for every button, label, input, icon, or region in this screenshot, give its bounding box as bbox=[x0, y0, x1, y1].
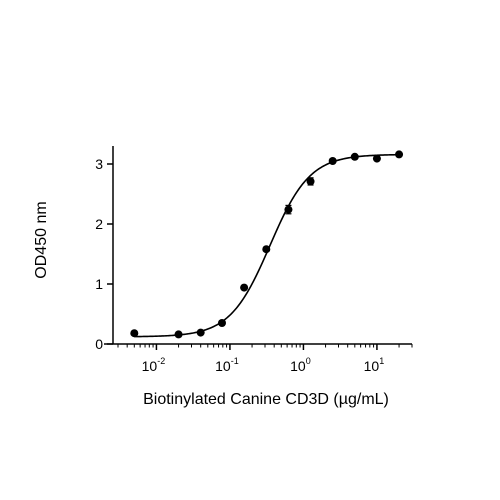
x-axis-title: Biotinylated Canine CD3D (µg/mL) bbox=[143, 391, 389, 408]
data-point bbox=[328, 157, 337, 165]
plot-area: 0 1 2 3 10-2 10-1 100 101 bbox=[95, 146, 413, 374]
data-point bbox=[395, 150, 404, 159]
data-point bbox=[218, 319, 227, 327]
data-point bbox=[372, 154, 381, 163]
data-point bbox=[262, 245, 271, 254]
data-point bbox=[240, 283, 249, 292]
x-tick-label: 100 bbox=[290, 356, 311, 374]
data-point bbox=[306, 177, 315, 186]
data-point bbox=[350, 152, 359, 161]
x-tick-label: 10-2 bbox=[142, 356, 166, 374]
data-point bbox=[174, 330, 183, 339]
x-tick-label: 10-1 bbox=[215, 356, 239, 374]
y-tick-label: 3 bbox=[95, 156, 103, 172]
y-tick-label: 1 bbox=[95, 276, 103, 292]
x-tick-label: 101 bbox=[364, 356, 385, 374]
y-tick-label: 2 bbox=[95, 216, 103, 232]
data-point bbox=[284, 205, 293, 214]
y-tick-label: 0 bbox=[95, 336, 103, 352]
y-axis-title: OD450 nm bbox=[33, 201, 50, 278]
data-point bbox=[196, 328, 205, 337]
data-point bbox=[130, 329, 139, 338]
